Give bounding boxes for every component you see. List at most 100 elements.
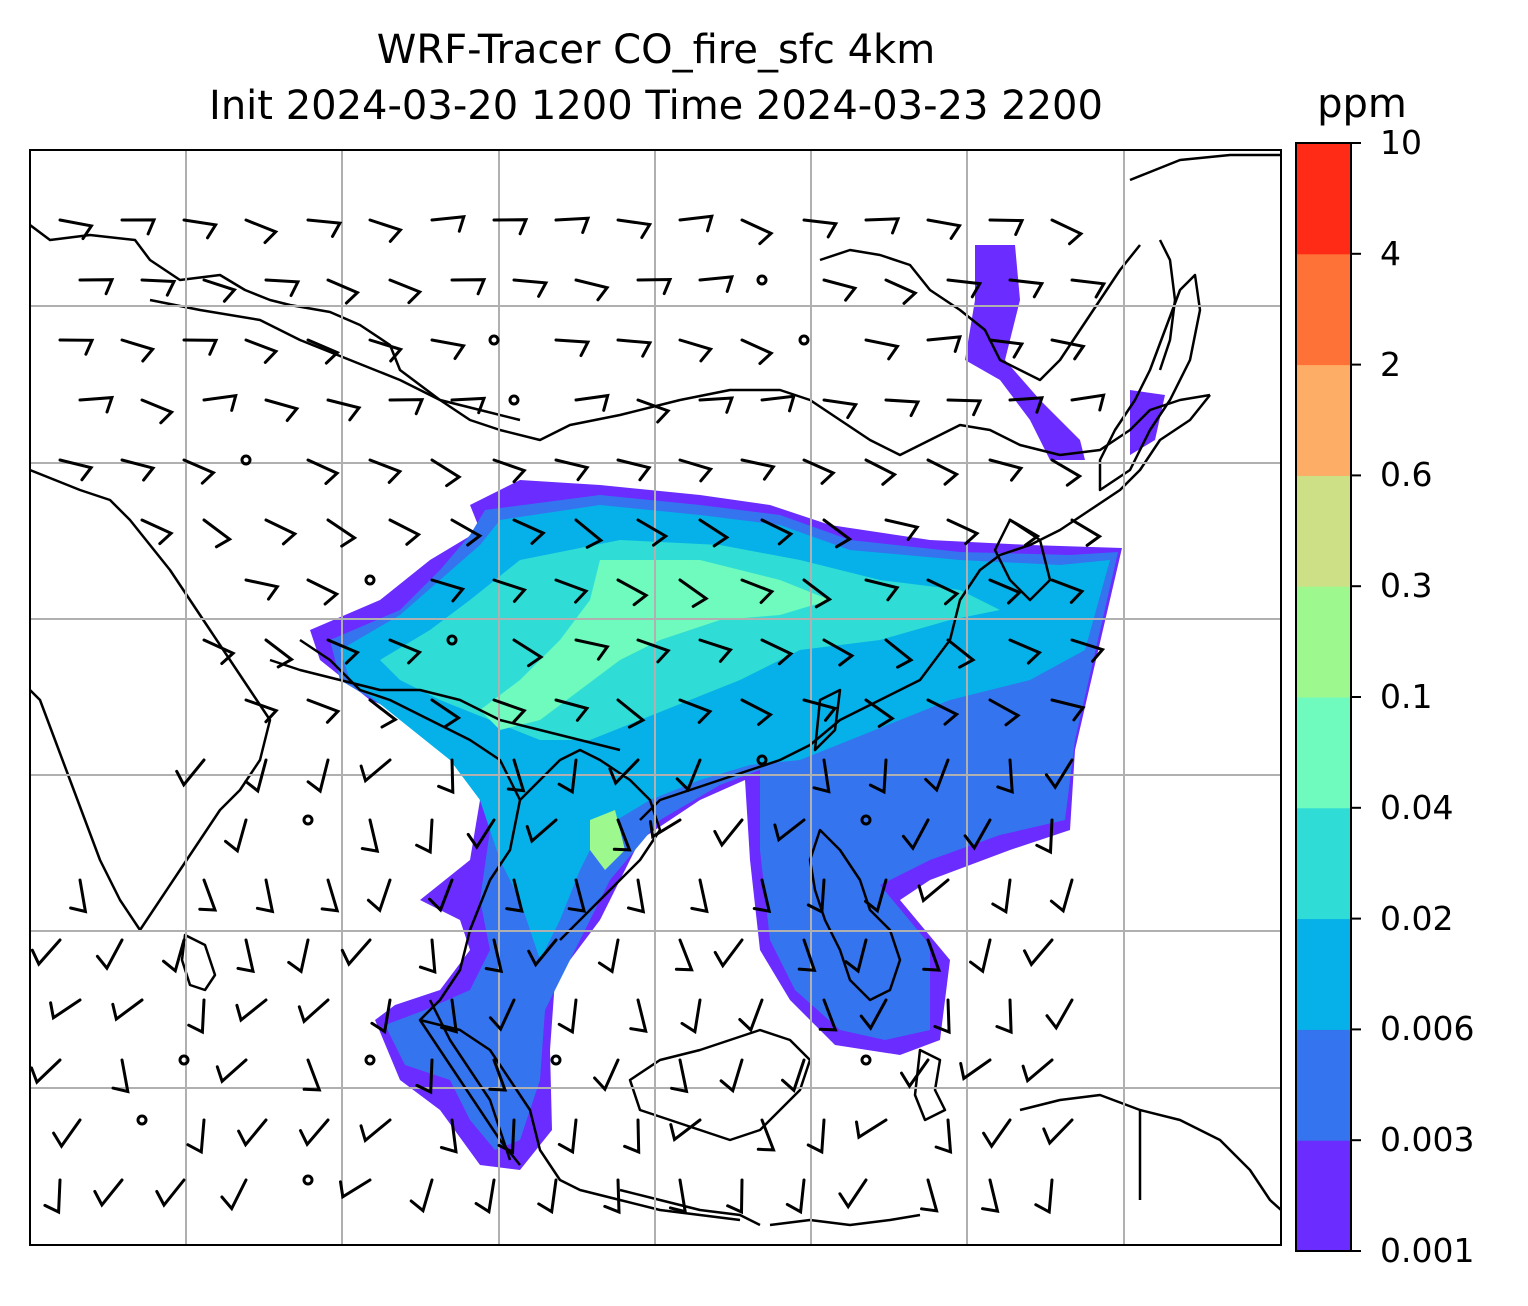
colorbar-segment [1296, 807, 1351, 920]
wind-barb [822, 638, 855, 667]
wind-barb [822, 398, 859, 420]
wind-barb [818, 998, 838, 1032]
wind-barb [359, 1118, 392, 1144]
calm-wind-marker [136, 1114, 148, 1126]
wind-barb [440, 998, 458, 1034]
wind-barb [616, 698, 646, 729]
colorbar-unit-label: ppm [1317, 81, 1407, 127]
wind-barb [726, 1178, 744, 1215]
wind-barb [698, 275, 735, 293]
map-title-line1: WRF-Tracer CO_fire_sfc 4km [376, 27, 936, 73]
wind-barb [698, 396, 735, 414]
wind-barb [1050, 578, 1085, 604]
wind-barb [636, 277, 673, 296]
wind-barb [864, 338, 900, 361]
wind-barb [924, 758, 950, 793]
wind-barb [198, 878, 218, 912]
calm-wind-marker [178, 1054, 190, 1066]
wind-barb [995, 998, 1013, 1035]
wind-barb [616, 578, 649, 607]
wind-barb [678, 458, 714, 483]
calm-wind-marker [550, 1054, 562, 1066]
wind-barb [264, 518, 298, 546]
wind-barb [844, 938, 868, 974]
wind-barb [670, 1058, 689, 1094]
wind-barb [629, 998, 648, 1033]
wind-barb [430, 338, 467, 360]
wind-barb [1050, 698, 1086, 722]
wind-barb [244, 218, 279, 245]
wind-barb [740, 338, 774, 365]
wind-barb [946, 518, 980, 546]
wind-barb [527, 938, 558, 968]
wind-barb [244, 578, 280, 601]
calm-wind-marker [302, 1174, 314, 1186]
colorbar [1296, 143, 1351, 1252]
wind-barb [713, 938, 744, 969]
calm-wind-marker [446, 634, 458, 646]
colorbar-segment [1296, 697, 1351, 809]
wind-barb [900, 1058, 930, 1089]
wind-barb [302, 1058, 322, 1092]
wind-barb [636, 638, 671, 664]
wind-barb [884, 638, 914, 669]
wind-barb [299, 1118, 330, 1148]
wind-barb [760, 638, 794, 666]
wind-barb [669, 1118, 702, 1142]
wind-barb [244, 338, 279, 364]
wind-barb [224, 818, 248, 854]
wind-barb [497, 1118, 516, 1155]
plume-level-1-north [965, 245, 1085, 460]
wind-barb [264, 278, 301, 297]
wind-barb [557, 1118, 578, 1155]
wind-barb [437, 758, 455, 795]
wind-barb [505, 878, 524, 913]
wind-barb [864, 458, 898, 486]
wind-barb [988, 218, 1025, 236]
coastline-malaysia [428, 999, 512, 1161]
wind-barb [574, 638, 610, 661]
wind-barb [554, 698, 590, 722]
wind-barb [95, 938, 124, 971]
wind-barb [306, 578, 340, 606]
wind-barb [1008, 638, 1043, 665]
wind-barb [297, 998, 330, 1024]
wind-barb [359, 758, 392, 784]
wind-barb [988, 578, 1023, 605]
wind-barb [988, 458, 1024, 482]
wind-barb [690, 878, 709, 914]
wind-barb [326, 398, 362, 422]
wind-barb [760, 394, 796, 413]
colorbar-tick-label: 2 [1380, 344, 1401, 384]
wind-barb [202, 393, 238, 412]
wind-barb [636, 518, 669, 547]
colorbar-segment [1296, 143, 1351, 255]
wind-barb [668, 1178, 688, 1214]
colorbar-tick-label: 0.6 [1380, 455, 1433, 495]
wind-barb [492, 458, 527, 484]
wind-barb [926, 458, 960, 486]
colorbar-segment [1296, 364, 1351, 476]
wind-barb [78, 395, 115, 414]
wind-barb [574, 393, 610, 412]
wind-barb [484, 938, 504, 974]
wind-barb [506, 758, 526, 793]
colorbar-segment [1296, 253, 1351, 366]
wind-barb [450, 278, 487, 296]
wind-barb [616, 338, 653, 358]
plume-level-5 [480, 560, 830, 730]
wind-barb [760, 518, 794, 546]
wind-barb [802, 698, 838, 722]
calm-wind-marker [756, 274, 768, 286]
wind-barb [244, 698, 279, 724]
wind-barb [884, 398, 921, 418]
coastline-indochina [299, 638, 741, 1222]
wind-barb [946, 638, 976, 669]
wind-barb [525, 818, 558, 844]
wind-barb [368, 218, 404, 243]
wind-barb [368, 698, 399, 729]
wind-barb [52, 1118, 82, 1149]
wind-barb [450, 396, 487, 415]
wind-barb [439, 1118, 458, 1154]
calm-wind-marker [240, 454, 252, 466]
